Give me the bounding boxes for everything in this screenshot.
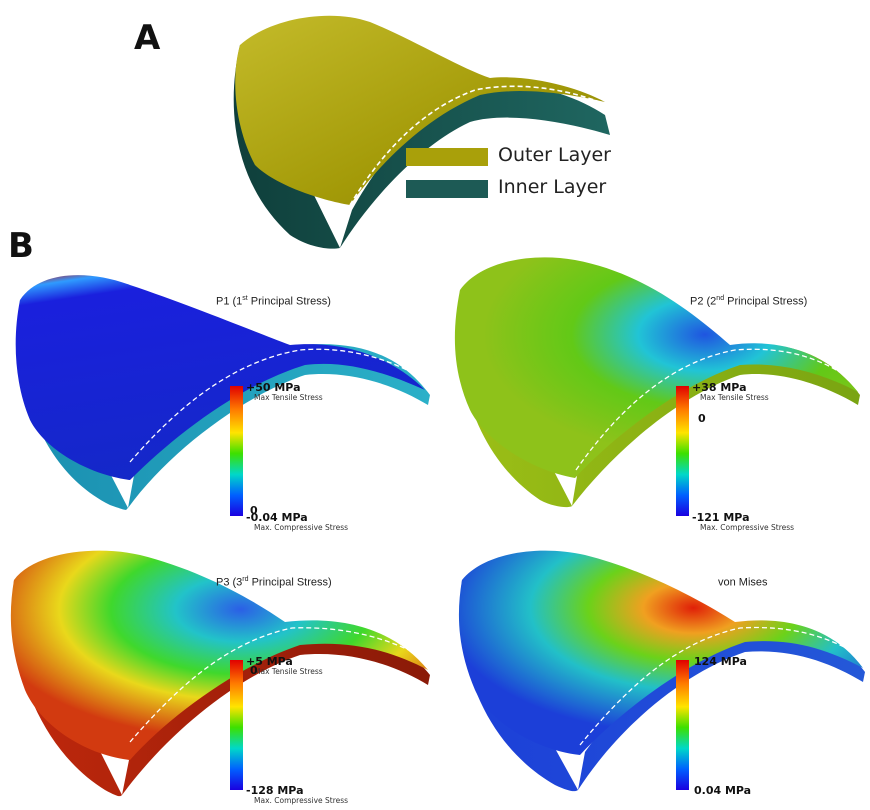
p3-shell	[10, 550, 430, 797]
inner-layer-swatch	[406, 180, 488, 198]
p2-zero-label: 0	[698, 412, 706, 425]
p2-min-label: -121 MPa	[692, 511, 750, 524]
p1-max-note: Max Tensile Stress	[254, 393, 323, 402]
p3-min-label: -128 MPa	[246, 784, 304, 797]
p2-title: P2 (2nd Principal Stress)	[690, 295, 808, 308]
panel-b-letter: B	[8, 226, 34, 266]
vm-max-label: 124 MPa	[694, 655, 747, 668]
p1-min-label: -0.04 MPa	[246, 511, 308, 524]
vm-title: von Mises	[718, 576, 768, 589]
p3-title: P3 (3rd Principal Stress)	[216, 576, 332, 589]
p3-min-note: Max. Compressive Stress	[254, 796, 349, 805]
panel-a-letter: A	[134, 18, 161, 58]
p2-max-label: +38 MPa	[692, 381, 747, 394]
vm-shell	[458, 550, 865, 792]
inner-layer-label: Inner Layer	[498, 176, 607, 198]
p3-zero-label: 0	[250, 664, 258, 677]
vm-colorbar	[676, 660, 689, 790]
p1-min-note: Max. Compressive Stress	[254, 523, 349, 532]
p2-shell	[454, 257, 860, 508]
p3-colorbar	[230, 660, 243, 790]
outer-layer-label: Outer Layer	[498, 144, 611, 166]
p2-min-note: Max. Compressive Stress	[700, 523, 795, 532]
p3-max-note: Max Tensile Stress	[254, 667, 323, 676]
p1-colorbar	[230, 386, 243, 516]
p2-max-note: Max Tensile Stress	[700, 393, 769, 402]
p1-max-label: +50 MPa	[246, 381, 301, 394]
p1-title: P1 (1st Principal Stress)	[216, 295, 331, 308]
vm-min-label: 0.04 MPa	[694, 784, 752, 797]
p1-shell	[15, 275, 430, 510]
p2-colorbar	[676, 386, 689, 516]
p1-zero-label: 0	[250, 504, 258, 517]
p3-max-label: +5 MPa	[246, 655, 293, 668]
outer-layer-swatch	[406, 148, 488, 166]
